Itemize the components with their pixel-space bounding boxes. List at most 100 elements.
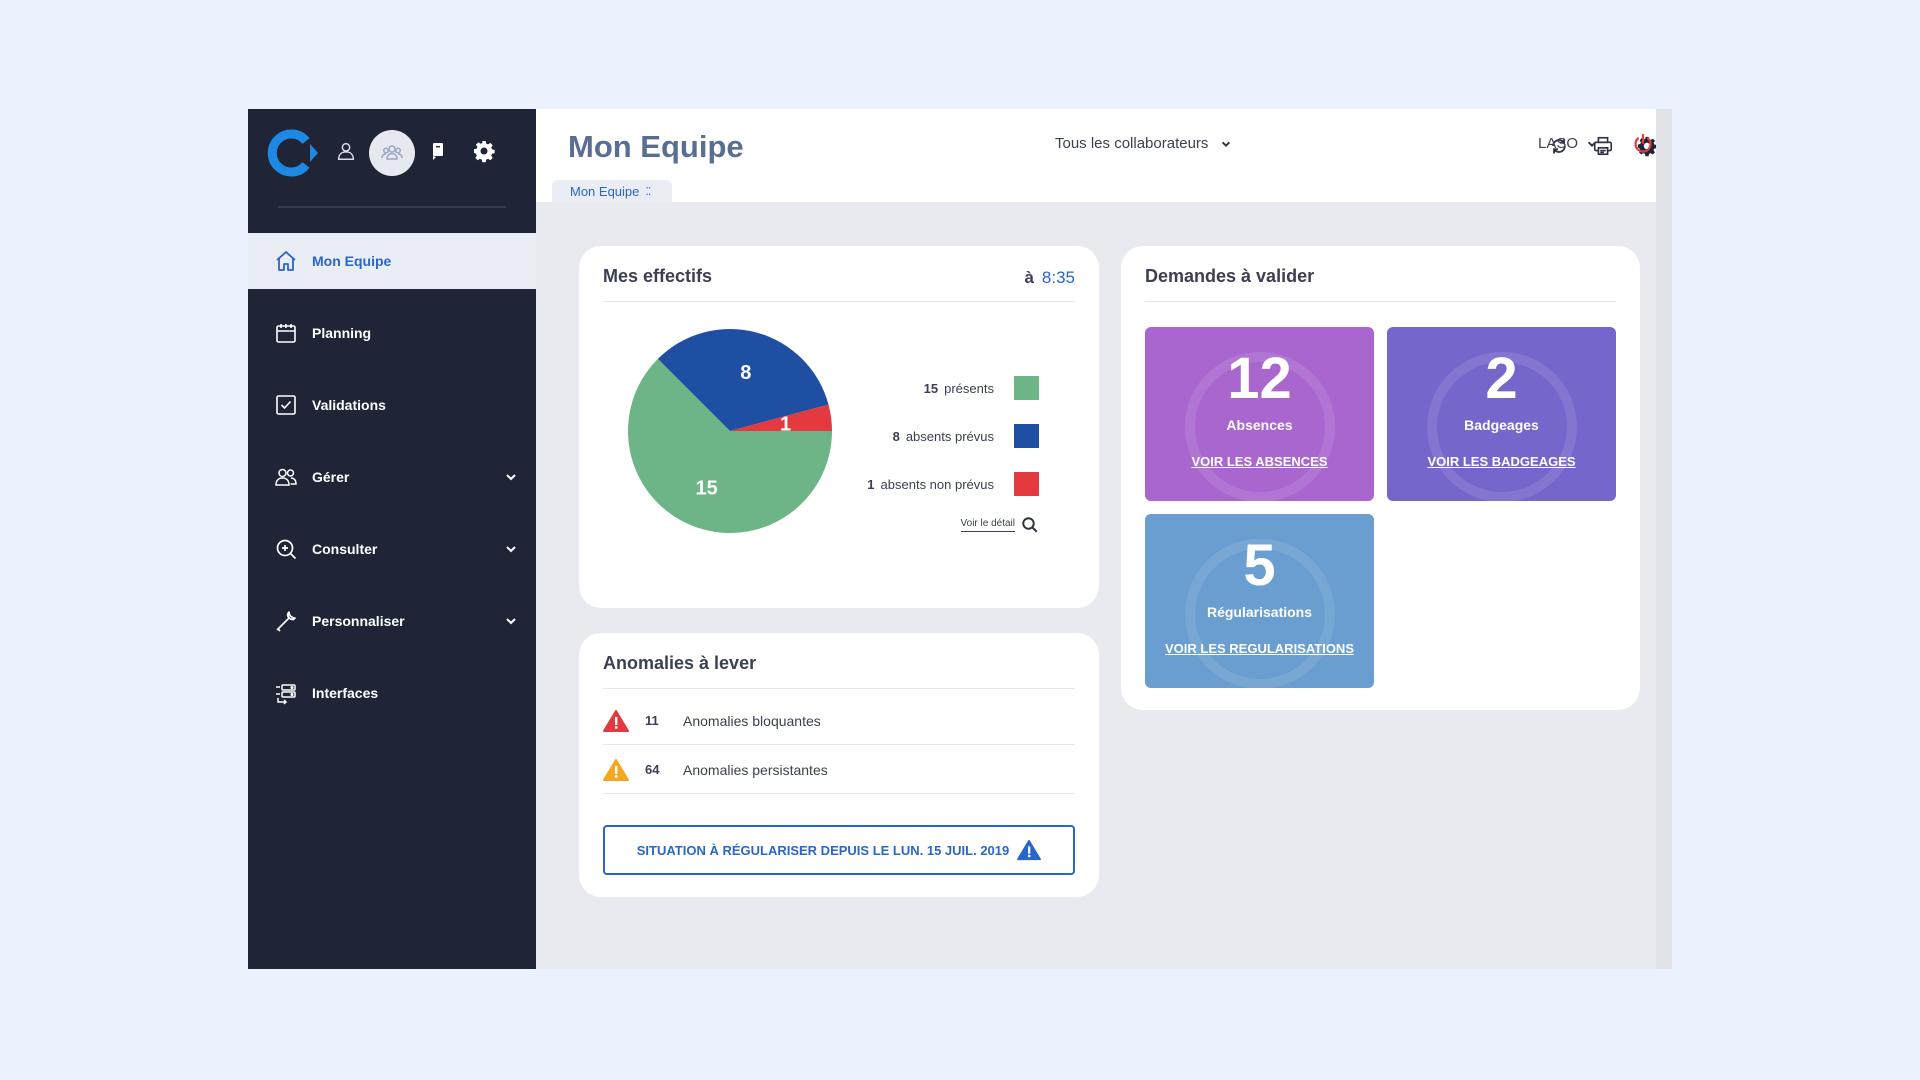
sidebar-item-label: Gérer [312,469,350,485]
anomaly-row-bloquantes[interactable]: 11 Anomalies bloquantes [603,697,1075,745]
users-icon [275,468,297,486]
anomalies-title: Anomalies à lever [603,653,757,673]
tile-count: 12 [1227,346,1292,411]
app-logo-icon[interactable] [266,127,318,179]
print-icon[interactable] [1590,133,1616,159]
legend-label: absents prévus [905,428,994,444]
sidebar-header [248,109,536,232]
anomaly-count: 64 [645,762,660,777]
legend-count: 15 [923,380,939,396]
tile-label: Badgeages [1464,417,1539,433]
page-title: Mon Equipe [568,129,744,164]
tile-label: Absences [1226,417,1293,433]
time-value: 8:35 [1041,268,1075,287]
warning-blue-icon [1017,839,1042,861]
calendar-icon [276,324,296,343]
tile-absences[interactable]: 12 Absences VOIR LES ABSENCES [1145,327,1374,501]
voir-regularisations-link[interactable]: VOIR LES REGULARISATIONS [1165,641,1354,656]
server-transfer-icon [276,684,296,705]
sidebar-item-label: Interfaces [312,685,379,701]
voir-badgeages-link[interactable]: VOIR LES BADGEAGES [1427,454,1576,469]
pie-slice-absents-prévus[interactable] [657,329,829,431]
collaborator-filter-select[interactable]: Tous les collaborateurs [1055,135,1232,152]
pie-slice-absents-non-prévus[interactable] [730,404,832,431]
warning-red-icon [603,709,629,732]
tile-badgeages[interactable]: 2 Badgeages VOIR LES BADGEAGES [1387,327,1616,501]
voir-detail-label: Voir le détail [960,518,1015,532]
checkbox-icon [276,395,296,415]
pie-slice-présents[interactable] [628,358,832,533]
legend-count: 8 [892,428,900,444]
sidebar-item-label: Mon Equipe [312,253,392,269]
drag-handle-icon[interactable]: ⁚⁚ [645,185,651,198]
user-menu-select[interactable]: LASO [1538,135,1598,152]
legend-swatch [1014,424,1039,448]
logout-power-icon[interactable] [1630,131,1656,157]
tab-label: Mon Equipe [570,183,640,199]
anomaly-label: Anomalies persistantes [683,761,828,778]
voir-detail-link[interactable]: Voir le détail [960,516,1039,534]
collaborator-filter-value: Tous les collaborateurs [1055,135,1209,152]
card-divider [1145,301,1616,302]
pie-data-label: 8 [740,362,751,384]
effectifs-card: Mes effectifs à 8:35 15 8 1 15 présents 8 a… [579,246,1099,608]
anomaly-row-persistantes[interactable]: 64 Anomalies persistantes [603,746,1075,794]
chevron-down-icon [1587,141,1597,147]
effectifs-time: à 8:35 [1024,268,1075,288]
tile-regularisations[interactable]: 5 Régularisations VOIR LES REGULARISATIO… [1145,514,1374,688]
tile-label: Régularisations [1206,604,1313,620]
user-name: LASO [1538,135,1579,152]
sidebar-item-label: Consulter [312,541,378,557]
legend-absents-prevus: 8 absents prévus [893,424,1039,448]
legend-swatch [1014,472,1039,496]
sidebar-item-consulter[interactable]: Consulter [248,524,536,574]
scrollbar-track[interactable] [1656,109,1672,969]
sidebar-item-planning[interactable]: Planning [248,308,536,358]
settings-gear-icon[interactable] [470,137,498,165]
chevron-down-icon [506,618,516,625]
app-window: Mon Equipe Planning Validations Gérer Co… [248,109,1672,969]
sidebar-item-interfaces[interactable]: Interfaces [248,668,536,718]
tile-count: 5 [1243,533,1276,598]
legend-absents-non-prevus: 1 absents non prévus [867,472,1039,496]
demandes-title: Demandes à valider [1145,266,1315,286]
badge-icon[interactable] [424,137,452,165]
voir-absences-link[interactable]: VOIR LES ABSENCES [1191,454,1328,469]
sidebar-divider [278,206,506,208]
situation-label: SITUATION À RÉGULARISER DEPUIS LE LUN. 1… [636,842,1010,858]
nav-panel [248,289,536,969]
chevron-down-icon [506,546,516,553]
sidebar-item-gerer[interactable]: Gérer [248,452,536,502]
tile-decoration [1185,352,1335,501]
tile-count: 2 [1485,346,1518,411]
legend-count: 1 [867,476,875,492]
home-icon [276,251,296,271]
legend-presents: 15 présents [924,376,1039,400]
tab-mon-equipe[interactable]: Mon Equipe ⁚⁚ [552,180,673,202]
situation-regulariser-button[interactable]: SITUATION À RÉGULARISER DEPUIS LE LUN. 1… [603,825,1075,875]
team-avatar[interactable] [369,130,415,176]
user-icon[interactable] [332,137,360,165]
header: Mon Equipe Mon Equipe ⁚⁚ Tous les collab… [536,109,1672,202]
time-prefix: à [1024,268,1034,287]
legend-swatch [1014,376,1039,400]
search-icon [1022,517,1038,533]
card-divider [603,688,1075,689]
sidebar-item-validations[interactable]: Validations [248,380,536,430]
chevron-down-icon [506,474,516,481]
sidebar-item-label: Validations [312,397,386,413]
zoom-in-icon [276,539,297,560]
anomaly-label: Anomalies bloquantes [683,712,821,729]
anomaly-count: 11 [645,713,659,728]
team-icon [381,145,403,160]
sidebar-item-personnaliser[interactable]: Personnaliser [248,596,536,646]
legend-label: absents non prévus [880,476,994,492]
sidebar-item-mon-equipe[interactable]: Mon Equipe [248,233,536,289]
wrench-icon [276,611,296,632]
pie-data-label: 15 [695,478,717,500]
legend-label: présents [944,380,994,396]
sidebar: Mon Equipe Planning Validations Gérer Co… [248,109,536,969]
refresh-icon[interactable] [1546,133,1572,159]
tile-decoration [1427,352,1577,501]
